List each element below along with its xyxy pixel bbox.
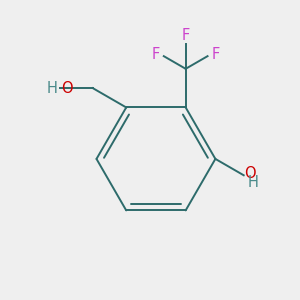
Text: H: H xyxy=(247,175,258,190)
Text: H: H xyxy=(47,81,58,96)
Text: F: F xyxy=(151,47,160,62)
Text: F: F xyxy=(212,47,220,62)
Text: O: O xyxy=(61,81,73,96)
Text: O: O xyxy=(244,166,256,181)
Text: F: F xyxy=(182,28,190,43)
